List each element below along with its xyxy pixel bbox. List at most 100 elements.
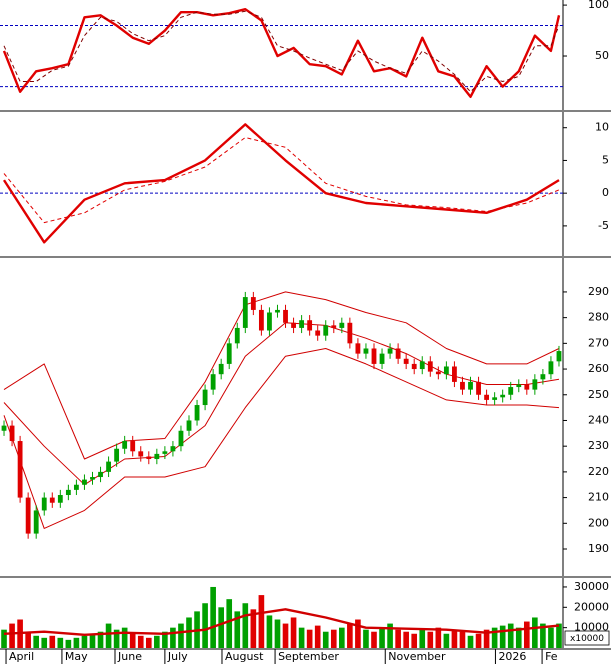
candle-body (41, 497, 47, 511)
y-tick-label: 0 (602, 186, 609, 199)
volume-bar (483, 629, 490, 648)
volume-bar (121, 627, 128, 648)
y-tick-label: 190 (588, 542, 609, 555)
volume-bar (113, 629, 120, 648)
volume-bar (282, 623, 289, 648)
volume-bar (178, 623, 184, 648)
candle-body (468, 381, 473, 390)
candle-body (65, 489, 71, 496)
candle-body (194, 405, 200, 421)
y-tick-label: 200 (588, 516, 609, 529)
volume-bar (25, 631, 31, 648)
volume-bar (81, 635, 88, 648)
volume-bar (258, 595, 265, 648)
volume-bar (371, 631, 377, 648)
volume-bar (186, 617, 192, 648)
line-series (3, 137, 560, 224)
volume-bar (202, 603, 208, 648)
candle-body (17, 441, 23, 498)
candle-body (146, 456, 152, 460)
candle-body (218, 363, 224, 375)
volume-bar (290, 617, 297, 648)
volume-bar (419, 629, 426, 648)
candle-body (315, 330, 321, 336)
candle-body (106, 461, 111, 472)
volume-bar (306, 629, 313, 648)
candle-body (323, 325, 329, 336)
volume-bar (9, 623, 15, 648)
volume-bar (162, 631, 168, 648)
x-tick-label: November (388, 650, 446, 663)
volume-bar (403, 631, 409, 648)
candle-body (154, 453, 160, 460)
candle-body (178, 430, 184, 447)
y-tick-label: 260 (588, 362, 609, 375)
candle-body (122, 441, 128, 449)
candle-body (186, 420, 192, 431)
candle-body (363, 348, 369, 354)
volume-bar (145, 637, 152, 648)
volume-bar (532, 617, 538, 648)
candle-body (226, 343, 232, 364)
candle-body (1, 425, 7, 431)
candle-body (532, 379, 538, 390)
line-series (3, 10, 560, 93)
candle-body (379, 353, 385, 364)
candle-body (49, 497, 55, 503)
candle-body (476, 381, 481, 395)
candle-body (443, 366, 449, 375)
volume-bar (499, 625, 506, 648)
volume-bar (33, 635, 40, 648)
volume-bar (451, 629, 458, 648)
candle-body (275, 309, 280, 313)
y-tick-label: 210 (588, 491, 609, 504)
volume-bar (387, 623, 393, 648)
volume-bar (435, 627, 442, 648)
volume-bar (507, 623, 514, 648)
candle-body (234, 327, 240, 344)
candle-body (556, 351, 562, 362)
volume-bar (41, 637, 48, 648)
volume-bar (49, 635, 56, 648)
candle-body (299, 320, 305, 328)
candle-body (267, 312, 272, 331)
volume-bar (234, 611, 241, 648)
y-tick-label: 50 (595, 49, 609, 62)
volume-bar (322, 631, 329, 648)
x-tick-label: June (117, 650, 142, 663)
volume-bar (242, 603, 249, 648)
volume-bar (1, 629, 7, 648)
volume-bar (105, 623, 112, 648)
candle-body (419, 361, 425, 370)
volume-bar (73, 637, 80, 648)
candle-body (98, 471, 103, 478)
candle-body (250, 297, 256, 310)
volume-bar (491, 627, 498, 648)
volume-bar (515, 627, 522, 648)
x-tick-label: September (278, 650, 339, 663)
x-tick-label: May (65, 650, 88, 663)
candle-body (170, 446, 176, 452)
line-series (2, 7, 561, 98)
y-tick-label: 280 (588, 311, 609, 324)
volume-bar (411, 633, 418, 648)
candle-body (427, 361, 433, 372)
volume-bar (65, 639, 72, 648)
volume-bar (266, 615, 273, 648)
volume-bar (250, 609, 257, 648)
volume-bar (548, 627, 554, 648)
y-tick-label: -5 (598, 219, 609, 232)
y-tick-label: 30000 (574, 580, 609, 593)
line-series (2, 123, 560, 244)
volume-bar (475, 633, 482, 648)
candle-body (411, 363, 417, 370)
volume-bar (459, 631, 466, 648)
volume-bar (314, 625, 321, 648)
line-series (3, 291, 560, 460)
volume-bar (355, 619, 361, 648)
candle-body (82, 479, 87, 485)
candle-body (492, 397, 498, 400)
candle-body (130, 441, 136, 452)
y-tick-label: 10000 (574, 621, 609, 634)
